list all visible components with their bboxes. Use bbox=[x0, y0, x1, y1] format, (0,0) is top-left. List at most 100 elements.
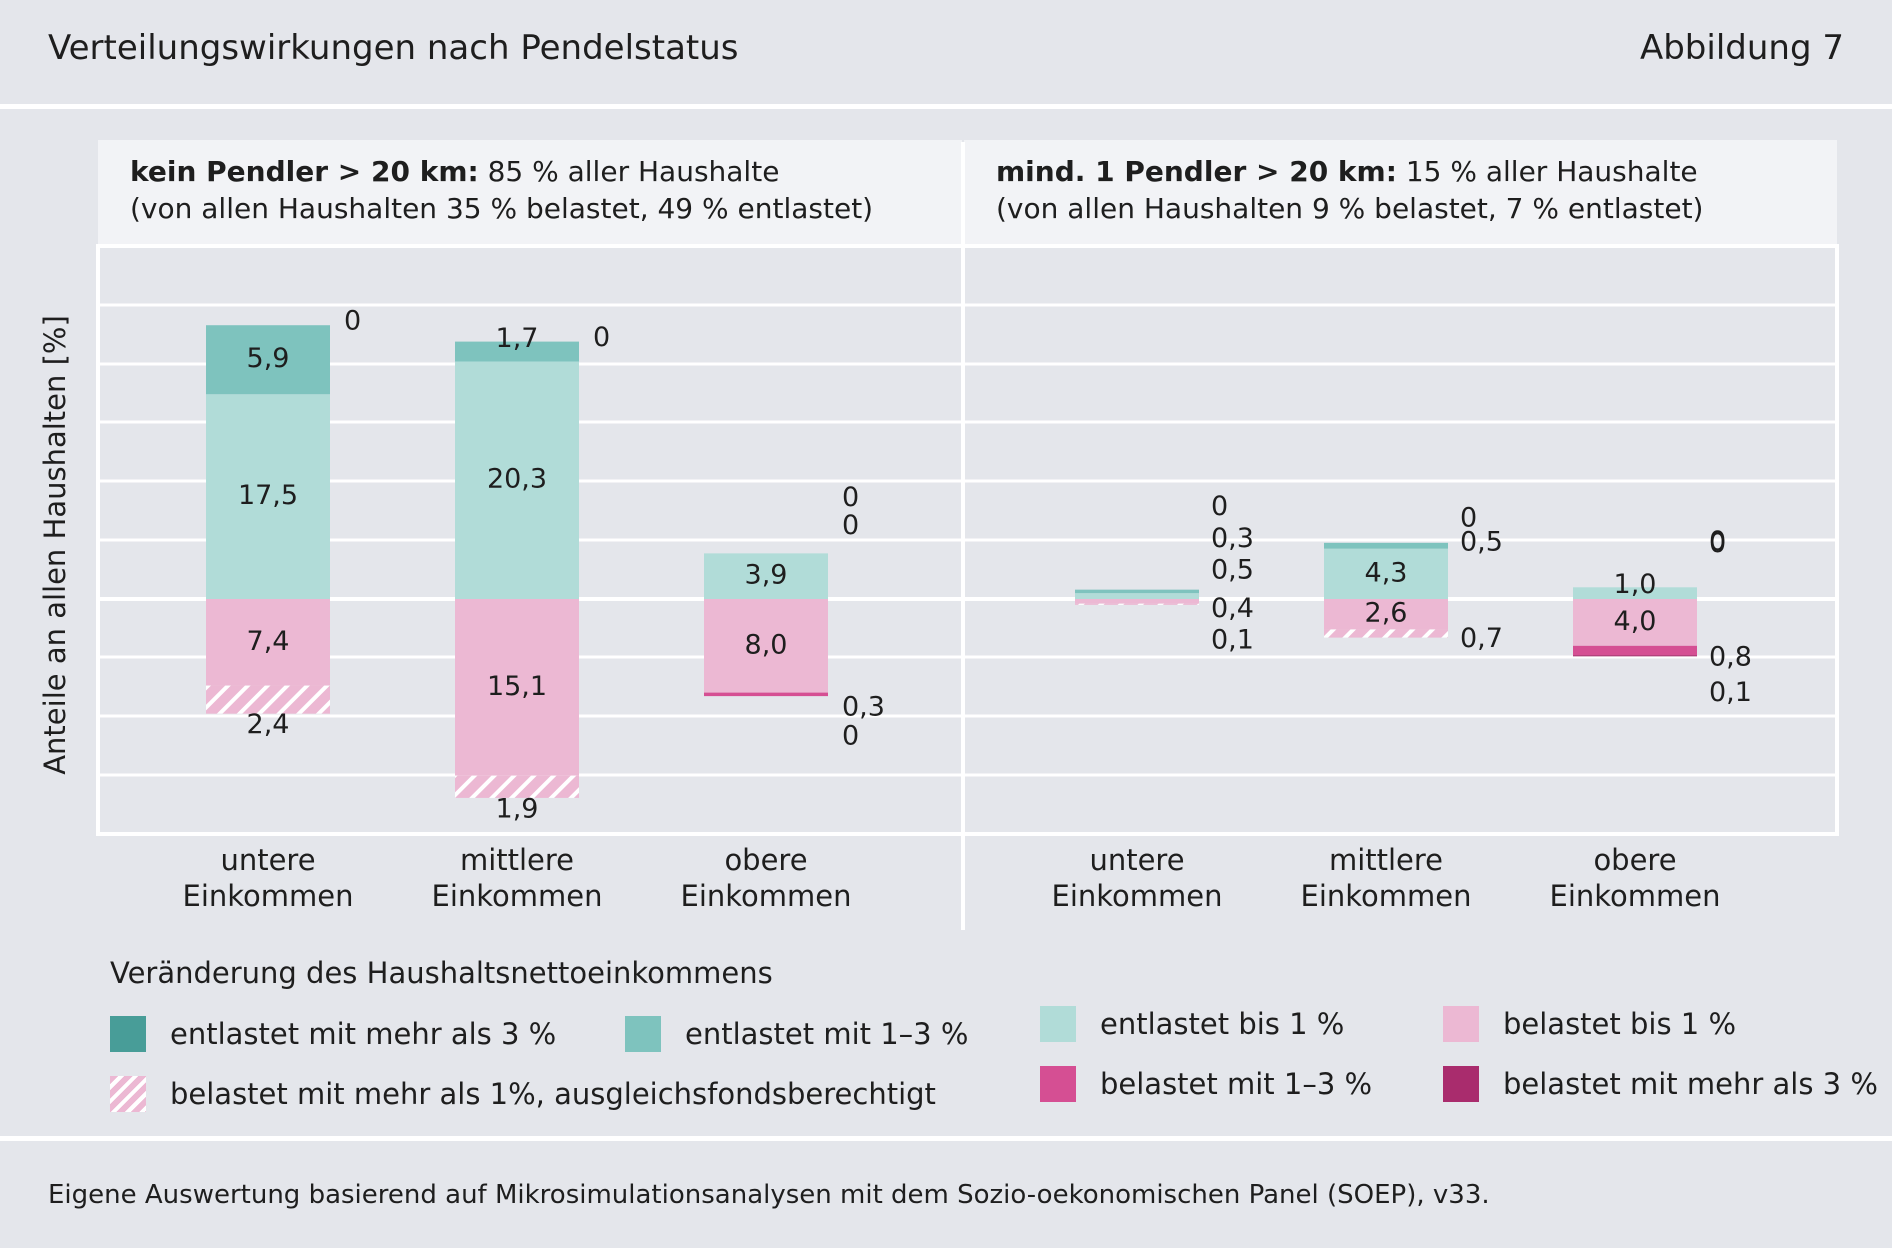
source-note: Eigene Auswertung basierend auf Mikrosim… bbox=[48, 1180, 1490, 1210]
panel-1-title-box bbox=[98, 140, 962, 244]
bar-2-1: 0,50,30 0,40,1 bbox=[1075, 491, 1254, 655]
data-label-ent_gt3: 0 bbox=[842, 482, 859, 513]
x-tick-label: obere Einkommen bbox=[681, 843, 852, 913]
segment-ent_1_3 bbox=[206, 325, 330, 395]
x-tick-label: mittlere Einkommen bbox=[432, 843, 603, 913]
segment-ent_lt1 bbox=[1075, 593, 1199, 599]
header-divider bbox=[0, 104, 1892, 109]
legend-label: entlastet mit mehr als 3 % bbox=[170, 1017, 557, 1051]
data-label-bel_lt1: 0,4 bbox=[1211, 593, 1254, 624]
segment-bel_fonds bbox=[206, 685, 330, 714]
legend-label: entlastet bis 1 % bbox=[1100, 1007, 1345, 1041]
footer-divider bbox=[0, 1136, 1892, 1141]
panel-2-title: mind. 1 Pendler > 20 km: 15 % aller Haus… bbox=[996, 155, 1698, 188]
data-label-bel_gt3: 0,1 bbox=[1709, 677, 1752, 708]
data-label-ent_lt1: 17,5 bbox=[238, 480, 298, 511]
data-label-bel_lt1: 2,6 bbox=[1365, 598, 1408, 629]
data-label-ent_lt1: 20,3 bbox=[487, 464, 547, 495]
data-label-bel_1_3: 0,8 bbox=[1709, 642, 1752, 673]
segment-ent_lt1 bbox=[206, 394, 330, 599]
data-label-bel_fonds: 0,7 bbox=[1460, 623, 1503, 654]
legend-item-bel_fonds: belastet mit mehr als 1%, ausgleichsfond… bbox=[110, 1076, 936, 1112]
x-tick-label: mittlere Einkommen bbox=[1301, 843, 1472, 913]
data-label-ent_lt1: 4,3 bbox=[1365, 557, 1408, 588]
segment-bel_1_3 bbox=[1573, 645, 1697, 656]
legend-item-bel_lt1: belastet bis 1 % bbox=[1443, 1006, 1736, 1042]
legend-item-ent_1_3: entlastet mit 1–3 % bbox=[625, 1016, 968, 1052]
segment-ent_1_3 bbox=[1324, 542, 1448, 549]
segment-bel_lt1 bbox=[455, 599, 579, 776]
legend-swatch bbox=[1040, 1066, 1076, 1102]
data-label-ent_1_3: 5,9 bbox=[247, 343, 290, 374]
y-axis-label: Anteile an allen Haushalten [%] bbox=[38, 315, 72, 775]
legend-item-ent_lt1: entlastet bis 1 % bbox=[1040, 1006, 1344, 1042]
segment-bel_lt1 bbox=[1324, 599, 1448, 630]
segment-ent_lt1 bbox=[704, 553, 828, 599]
segment-ent_lt1 bbox=[1324, 548, 1448, 599]
segment-ent_1_3 bbox=[455, 341, 579, 362]
segment-bel_lt1 bbox=[1573, 599, 1697, 646]
data-label-ent_1_3: 0 bbox=[1709, 526, 1726, 557]
legend-swatch bbox=[1040, 1006, 1076, 1042]
legend-item-bel_1_3: belastet mit 1–3 % bbox=[1040, 1066, 1372, 1102]
data-label-ent_1_3: 0 bbox=[842, 510, 859, 541]
data-label-ent_lt1: 1,0 bbox=[1614, 569, 1657, 600]
data-label-bel_lt1: 15,1 bbox=[487, 671, 547, 702]
legend-label: belastet mit mehr als 1%, ausgleichsfond… bbox=[170, 1077, 936, 1111]
panel-2-title-box bbox=[964, 140, 1837, 244]
data-label-ent_gt3: 0 bbox=[1709, 528, 1726, 559]
segment-bel_lt1 bbox=[704, 599, 828, 693]
data-label-ent_1_3: 0,5 bbox=[1460, 526, 1503, 557]
bar-1-1: 17,5 5,9 0 7,4 2,4 bbox=[206, 306, 361, 740]
legend-swatch bbox=[110, 1076, 146, 1112]
data-label-ent_gt3: 0 bbox=[1460, 502, 1477, 533]
legend-label: belastet mit 1–3 % bbox=[1100, 1067, 1373, 1101]
segment-ent_lt1 bbox=[1573, 587, 1697, 599]
x-tick-label: obere Einkommen bbox=[1550, 843, 1721, 913]
segment-ent_lt1 bbox=[455, 361, 579, 599]
legend-item-ent_gt3: entlastet mit mehr als 3 % bbox=[110, 1016, 556, 1052]
legend-swatch bbox=[1443, 1006, 1479, 1042]
legend-swatch bbox=[110, 1016, 146, 1052]
segment-bel_fonds bbox=[455, 775, 579, 798]
legend-label: entlastet mit 1–3 % bbox=[685, 1017, 969, 1051]
data-label-ent_gt3: 0 bbox=[593, 322, 610, 353]
panel-1-title: kein Pendler > 20 km: 85 % aller Haushal… bbox=[130, 155, 779, 188]
figure-number: Abbildung 7 bbox=[1639, 28, 1844, 68]
legend-swatch bbox=[1443, 1066, 1479, 1102]
legend-title: Veränderung des Haushaltsnettoeinkommens bbox=[110, 956, 773, 990]
panel-1-subtitle: (von allen Haushalten 35 % belastet, 49 … bbox=[130, 192, 873, 225]
legend-label: belastet bis 1 % bbox=[1503, 1007, 1737, 1041]
data-label-bel_lt1: 8,0 bbox=[745, 629, 788, 660]
data-label-bel_lt1: 4,0 bbox=[1614, 606, 1657, 637]
data-label-bel_1_3: 0,3 bbox=[842, 692, 885, 723]
data-label-ent_lt1: 0,5 bbox=[1211, 555, 1254, 586]
figure-title: Verteilungswirkungen nach Pendelstatus bbox=[48, 28, 739, 68]
segment-ent_1_3 bbox=[1075, 589, 1199, 594]
x-tick-label: untere Einkommen bbox=[1052, 843, 1223, 913]
data-label-ent_1_3: 1,7 bbox=[496, 323, 539, 354]
data-label-ent_lt1: 3,9 bbox=[745, 560, 788, 591]
bar-1-2: 20,3 1,7 0 15,1 1,9 bbox=[455, 322, 610, 824]
data-label-bel_gt3: 0 bbox=[842, 721, 859, 752]
legend-item-bel_gt3: belastet mit mehr als 3 % bbox=[1443, 1066, 1878, 1102]
data-label-ent_1_3: 0,3 bbox=[1211, 523, 1254, 554]
segment-bel_lt1 bbox=[206, 599, 330, 686]
legend-swatch bbox=[625, 1016, 661, 1052]
segment-bel_gt3 bbox=[1573, 655, 1697, 657]
bar-2-2: 4,3 0,50 2,6 0,7 bbox=[1324, 502, 1503, 654]
legend-label: belastet mit mehr als 3 % bbox=[1503, 1067, 1878, 1101]
segment-bel_1_3 bbox=[704, 692, 828, 697]
data-label-bel_fonds: 1,9 bbox=[496, 793, 539, 824]
x-tick-label: untere Einkommen bbox=[183, 843, 354, 913]
segment-bel_fonds bbox=[1324, 629, 1448, 638]
figure-header: Verteilungswirkungen nach Pendelstatus A… bbox=[0, 0, 1892, 104]
panel-2-subtitle: (von allen Haushalten 9 % belastet, 7 % … bbox=[996, 192, 1703, 225]
data-label-bel_fonds: 0,1 bbox=[1211, 624, 1254, 655]
data-label-bel_lt1: 7,4 bbox=[247, 626, 290, 657]
segment-bel_fonds bbox=[1075, 603, 1199, 605]
data-label-bel_fonds: 2,4 bbox=[247, 709, 290, 740]
